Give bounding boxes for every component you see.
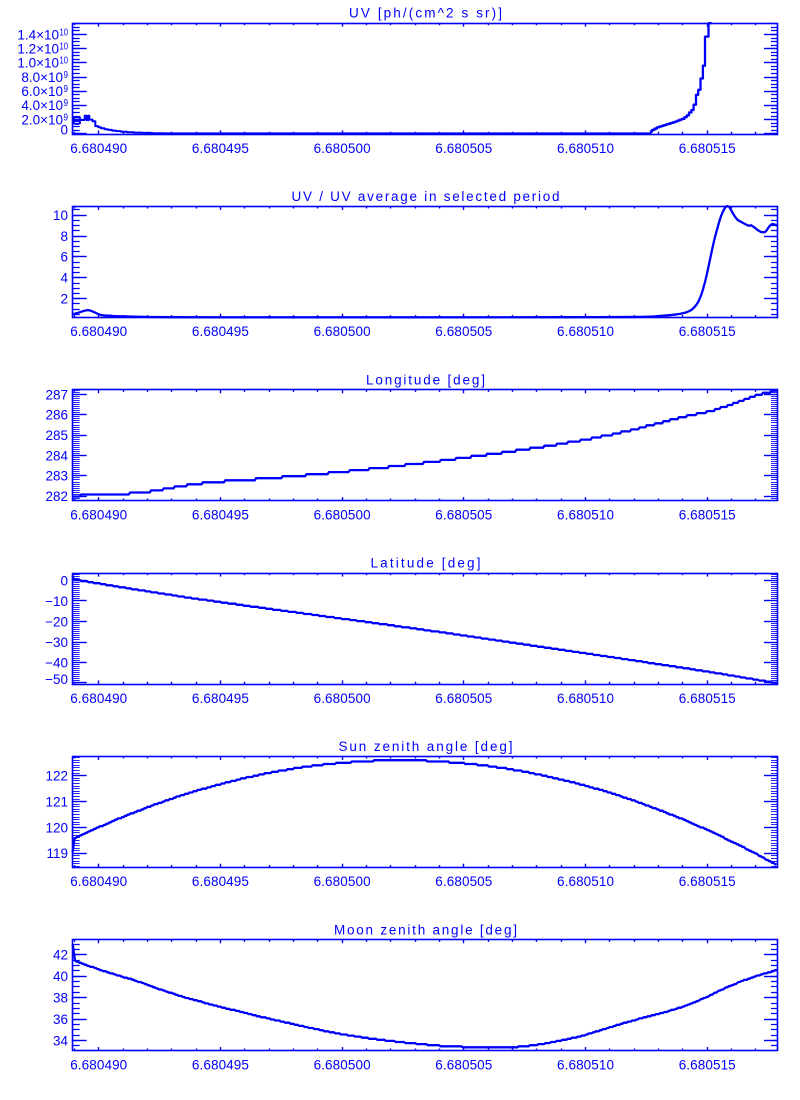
svg-text:6.680510: 6.680510 — [557, 1058, 614, 1073]
svg-text:122: 122 — [45, 769, 68, 784]
svg-text:8: 8 — [60, 229, 68, 244]
svg-text:42: 42 — [53, 948, 68, 963]
svg-text:6.680500: 6.680500 — [314, 1058, 371, 1073]
svg-text:0: 0 — [60, 122, 68, 137]
svg-text:−10: −10 — [45, 594, 68, 609]
svg-text:6.680505: 6.680505 — [435, 691, 492, 706]
svg-text:6.680500: 6.680500 — [314, 324, 371, 339]
svg-text:286: 286 — [45, 408, 68, 423]
svg-text:38: 38 — [53, 991, 68, 1006]
svg-text:6.680510: 6.680510 — [557, 691, 614, 706]
svg-text:Latitude [deg]: Latitude [deg] — [371, 556, 481, 571]
svg-text:0: 0 — [60, 573, 68, 588]
svg-text:6.680495: 6.680495 — [192, 691, 249, 706]
svg-text:2: 2 — [60, 292, 68, 307]
svg-text:6.680500: 6.680500 — [314, 691, 371, 706]
svg-text:6.680495: 6.680495 — [192, 141, 249, 156]
svg-text:9: 9 — [64, 83, 69, 95]
svg-text:6.680510: 6.680510 — [557, 874, 614, 889]
svg-text:8.0×10: 8.0×10 — [21, 70, 63, 85]
svg-text:6.680515: 6.680515 — [679, 874, 736, 889]
svg-text:6.680495: 6.680495 — [192, 1058, 249, 1073]
svg-text:120: 120 — [45, 820, 68, 835]
svg-text:6.680510: 6.680510 — [557, 141, 614, 156]
svg-text:6.680515: 6.680515 — [679, 691, 736, 706]
svg-text:6.680495: 6.680495 — [192, 324, 249, 339]
svg-text:2.0×10: 2.0×10 — [21, 112, 63, 127]
svg-text:Longitude [deg]: Longitude [deg] — [366, 372, 485, 387]
svg-text:121: 121 — [45, 794, 68, 809]
svg-text:6.680490: 6.680490 — [70, 141, 127, 156]
svg-text:9: 9 — [64, 97, 69, 109]
svg-text:1.0×10: 1.0×10 — [17, 56, 59, 71]
svg-text:6.680495: 6.680495 — [192, 508, 249, 523]
svg-text:287: 287 — [45, 387, 68, 402]
svg-text:−30: −30 — [45, 635, 68, 650]
svg-text:−50: −50 — [45, 672, 68, 687]
svg-text:10: 10 — [60, 26, 69, 38]
svg-text:6.680505: 6.680505 — [435, 324, 492, 339]
svg-text:282: 282 — [45, 489, 68, 504]
svg-text:−20: −20 — [45, 614, 68, 629]
svg-text:6.680515: 6.680515 — [679, 1058, 736, 1073]
svg-text:9: 9 — [64, 69, 69, 81]
svg-text:10: 10 — [53, 208, 68, 223]
svg-text:6: 6 — [60, 250, 68, 265]
svg-text:6.680490: 6.680490 — [70, 1058, 127, 1073]
svg-text:284: 284 — [45, 448, 68, 463]
svg-text:6.680490: 6.680490 — [70, 508, 127, 523]
svg-text:40: 40 — [53, 969, 68, 984]
svg-text:4: 4 — [60, 271, 68, 286]
svg-text:6.680515: 6.680515 — [679, 141, 736, 156]
svg-text:6.680515: 6.680515 — [679, 324, 736, 339]
svg-text:1.2×10: 1.2×10 — [17, 42, 59, 57]
svg-text:6.680500: 6.680500 — [314, 141, 371, 156]
svg-text:6.680510: 6.680510 — [557, 508, 614, 523]
svg-text:6.680500: 6.680500 — [314, 874, 371, 889]
svg-text:−40: −40 — [45, 655, 68, 670]
svg-text:6.680515: 6.680515 — [679, 508, 736, 523]
svg-text:6.680505: 6.680505 — [435, 141, 492, 156]
svg-text:6.680505: 6.680505 — [435, 508, 492, 523]
svg-text:119: 119 — [46, 846, 68, 861]
svg-text:10: 10 — [60, 55, 69, 67]
svg-text:6.0×10: 6.0×10 — [21, 84, 63, 99]
svg-text:10: 10 — [60, 41, 69, 53]
svg-text:9: 9 — [64, 111, 69, 123]
svg-text:6.680490: 6.680490 — [70, 324, 127, 339]
svg-text:6.680490: 6.680490 — [70, 691, 127, 706]
svg-text:6.680490: 6.680490 — [70, 874, 127, 889]
svg-text:36: 36 — [53, 1012, 68, 1027]
svg-text:6.680500: 6.680500 — [314, 508, 371, 523]
svg-text:1.4×10: 1.4×10 — [17, 27, 59, 42]
svg-text:6.680505: 6.680505 — [435, 874, 492, 889]
svg-text:UV [ph/(cm^2 s sr)]: UV [ph/(cm^2 s sr)] — [349, 6, 502, 21]
svg-text:6.680495: 6.680495 — [192, 874, 249, 889]
svg-text:283: 283 — [45, 469, 68, 484]
svg-text:34: 34 — [53, 1033, 69, 1048]
svg-text:UV / UV average in selected pe: UV / UV average in selected period — [292, 189, 560, 204]
svg-text:285: 285 — [45, 428, 68, 443]
svg-text:6.680505: 6.680505 — [435, 1058, 492, 1073]
svg-text:4.0×10: 4.0×10 — [21, 98, 63, 113]
svg-text:6.680510: 6.680510 — [557, 324, 614, 339]
